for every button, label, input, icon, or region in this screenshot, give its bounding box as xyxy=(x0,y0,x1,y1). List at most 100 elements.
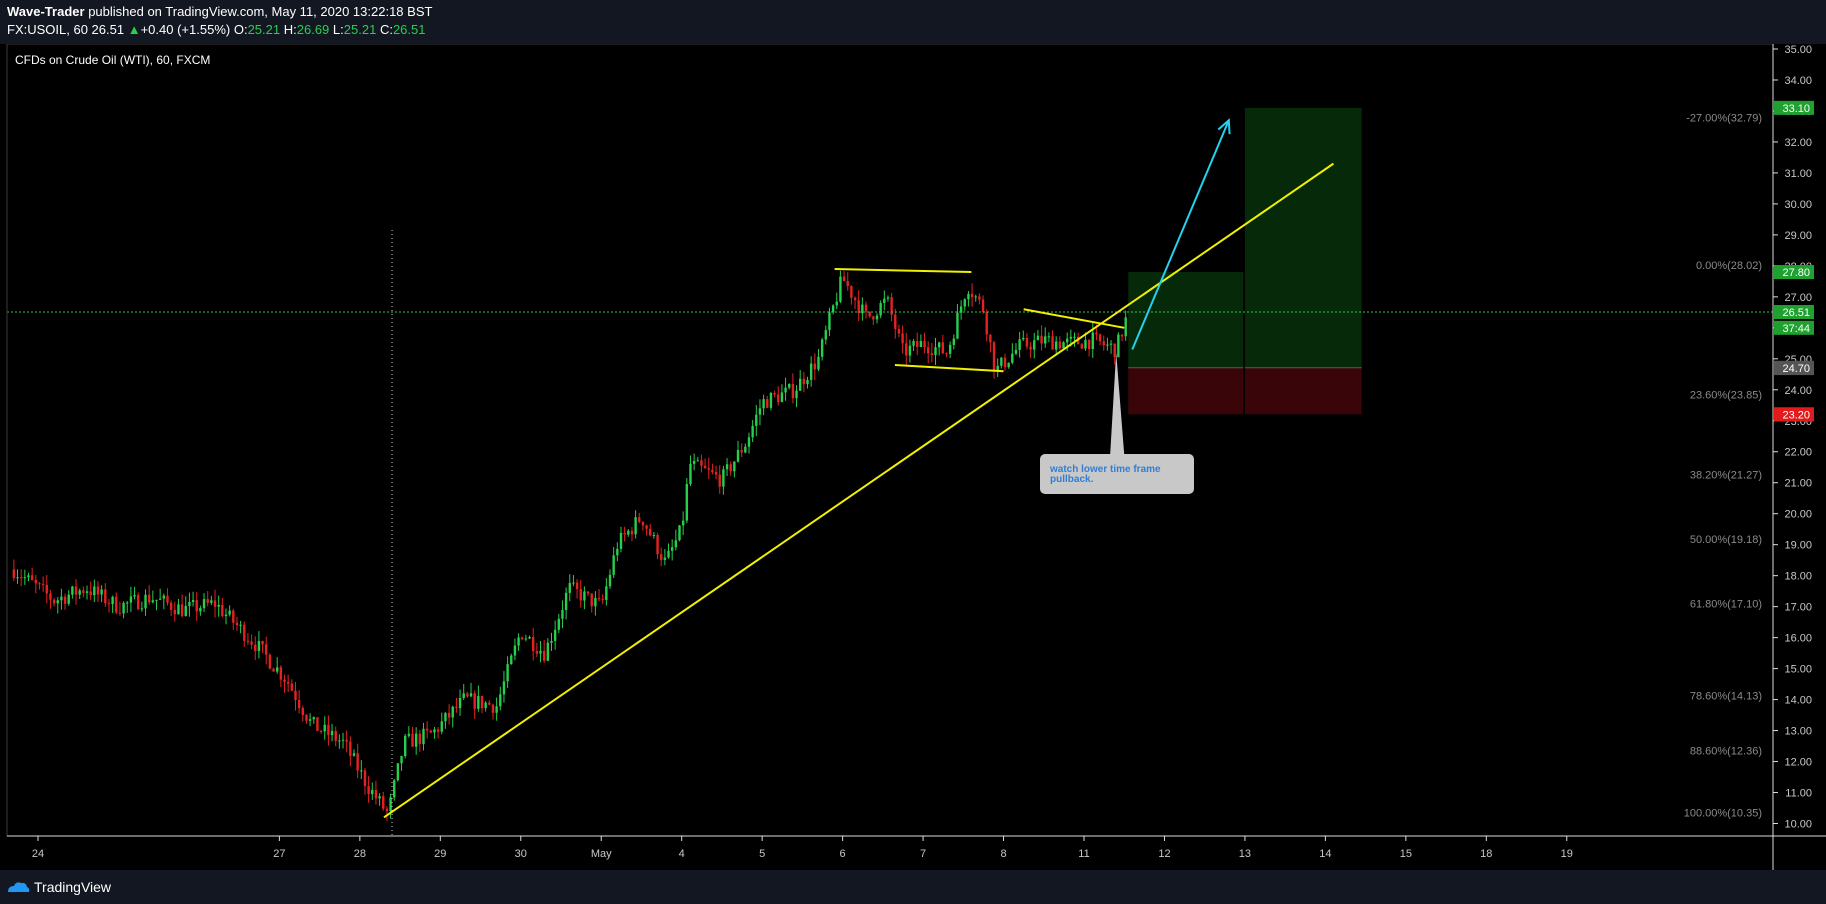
candle-body xyxy=(517,637,520,646)
candle-body xyxy=(981,299,985,312)
up-triangle-icon: ▲ xyxy=(127,22,141,37)
candle-body xyxy=(813,363,817,370)
tradingview-brand[interactable]: TradingView xyxy=(34,879,112,895)
arrow-head xyxy=(1217,118,1231,135)
y-tick-label: 32.00 xyxy=(1784,137,1812,149)
candle-body xyxy=(959,306,963,313)
symbol-label[interactable]: FX:USOIL, 60 xyxy=(7,22,88,37)
candle-body xyxy=(700,460,703,466)
candle-body xyxy=(436,729,440,732)
candle-body xyxy=(846,281,849,287)
candle-body xyxy=(239,624,242,626)
ohlc-line: FX:USOIL, 60 26.51 ▲+0.40 (+1.55%) O:25.… xyxy=(7,22,425,37)
chart-title: CFDs on Crude Oil (WTI), 60, FXCM xyxy=(15,53,210,67)
candle-body xyxy=(912,340,915,346)
y-tick-label: 19.00 xyxy=(1784,540,1812,552)
candle-body xyxy=(213,600,217,607)
price-label-bg xyxy=(1774,265,1814,280)
candle-body xyxy=(1011,353,1014,363)
candle-body xyxy=(934,347,937,356)
drawings xyxy=(7,118,1773,836)
candle-body xyxy=(809,363,813,380)
y-tick-label: 35.00 xyxy=(1784,44,1812,56)
candle-body xyxy=(1058,341,1062,349)
candle-body xyxy=(100,589,103,595)
candle-body xyxy=(19,577,23,579)
candle-body xyxy=(1124,317,1127,337)
high-value: 26.69 xyxy=(296,22,330,37)
publish-line: Wave-Trader published on TradingView.com… xyxy=(7,4,432,19)
price-label-text: 33.10 xyxy=(1782,103,1810,115)
candle-body xyxy=(283,679,286,682)
candle-body xyxy=(1073,336,1076,338)
candle-body xyxy=(590,593,593,607)
candle-body xyxy=(1014,349,1018,354)
candle-body xyxy=(93,586,96,596)
candle-body xyxy=(1091,332,1094,349)
candle-body xyxy=(616,548,619,556)
candle-body xyxy=(363,770,367,787)
candle-body xyxy=(967,293,970,300)
candle-body xyxy=(202,599,206,609)
candle-body xyxy=(890,297,893,315)
candle-body xyxy=(1029,346,1032,350)
candle-body xyxy=(34,580,38,584)
candle-body xyxy=(521,637,524,640)
candle-body xyxy=(1102,341,1105,346)
candle-body xyxy=(382,796,385,809)
candle-body xyxy=(184,605,187,617)
candle-body xyxy=(407,733,411,736)
candle-body xyxy=(703,465,707,469)
candle-body xyxy=(199,608,202,612)
fib-label: 78.60%(14.13) xyxy=(1690,691,1762,703)
candle-body xyxy=(316,717,319,731)
author-name[interactable]: Wave-Trader xyxy=(7,4,85,19)
candle-body xyxy=(963,299,966,307)
candle-body xyxy=(744,446,747,453)
candle-body xyxy=(970,293,974,298)
candle-body xyxy=(38,583,41,585)
candle-body xyxy=(758,408,762,415)
candle-body xyxy=(619,532,623,549)
candle-body xyxy=(630,530,634,535)
candle-body xyxy=(539,650,542,654)
tradingview-logo-icon[interactable] xyxy=(6,879,30,895)
candle-body xyxy=(948,344,952,354)
candle-body xyxy=(835,301,838,306)
profit-zone-1 xyxy=(1244,107,1362,368)
candle-body xyxy=(495,706,498,713)
candle-body xyxy=(180,604,184,617)
candle-body xyxy=(831,305,835,313)
candle-body xyxy=(546,642,550,661)
candle-body xyxy=(941,342,945,354)
y-tick-label: 17.00 xyxy=(1784,602,1812,614)
candle-body xyxy=(528,636,531,639)
candle-body xyxy=(572,582,575,584)
profit-zone-0 xyxy=(1128,272,1244,368)
fib-label: 0.00%(28.02) xyxy=(1696,260,1762,272)
candle-body xyxy=(755,414,758,426)
candle-body xyxy=(232,610,235,623)
candle-body xyxy=(151,600,155,603)
candle-body xyxy=(360,770,363,772)
candle-body xyxy=(857,300,860,314)
candle-body xyxy=(327,724,330,736)
price-label-bg xyxy=(1774,361,1814,376)
candle-body xyxy=(689,463,692,484)
candle-body xyxy=(802,378,806,385)
candle-body xyxy=(67,594,70,604)
candle-body xyxy=(385,808,389,812)
candle-body xyxy=(1062,342,1065,349)
candle-body xyxy=(908,345,912,356)
time-axis[interactable]: 24 27 28 29 30 May 4 5 6 7 8 11 12 13 14 15 18 19 xyxy=(32,836,1573,860)
candle-body xyxy=(714,471,718,475)
candle-body xyxy=(319,730,323,732)
candle-body xyxy=(162,595,166,599)
candle-body xyxy=(257,640,261,652)
candle-body xyxy=(308,719,312,721)
y-tick-label: 24.00 xyxy=(1784,385,1812,397)
candle-body xyxy=(930,353,934,356)
candle-body xyxy=(937,342,941,348)
candle-body xyxy=(210,600,213,603)
